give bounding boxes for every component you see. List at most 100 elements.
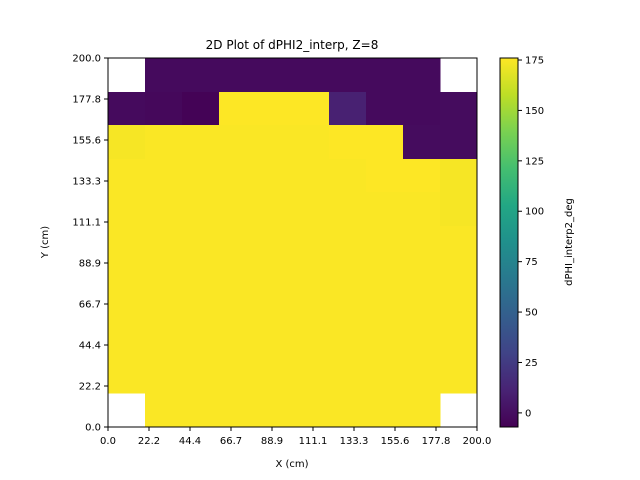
heatmap-cell [145, 192, 183, 227]
heatmap-cell [219, 360, 257, 394]
colorbar-tick-label: 0 [525, 408, 531, 419]
y-tick-label: 66.7 [79, 300, 101, 311]
heatmap-cell [440, 125, 478, 160]
heatmap-cell [108, 192, 146, 227]
heatmap-cell [108, 360, 146, 394]
colorbar-tick-label: 50 [525, 308, 538, 319]
heatmap-cell [219, 159, 257, 193]
heatmap-cell [145, 326, 183, 361]
heatmap-cell [108, 159, 146, 193]
heatmap-cell [440, 360, 478, 394]
heatmap-cell [145, 58, 183, 93]
heatmap-cell [219, 259, 257, 294]
x-tick-label: 155.6 [381, 436, 410, 447]
heatmap-cell [256, 360, 294, 394]
heatmap-cell [403, 159, 441, 193]
heatmap-cell [108, 293, 146, 327]
y-tick-label: 200.0 [72, 54, 101, 65]
chart-title: 2D Plot of dPHI2_interp, Z=8 [206, 38, 379, 52]
heatmap-cell [182, 259, 220, 294]
heatmap-cell [329, 393, 367, 428]
x-axis-ticks: 0.0 22.2 44.4 66.7 88.9 111.1 133.3 155.6 177.8 2… [100, 427, 491, 447]
heatmap-cell [256, 192, 294, 227]
heatmap-cell [366, 293, 404, 327]
heatmap-cell [293, 360, 330, 394]
x-tick-label: 66.7 [220, 436, 242, 447]
heatmap-cell [440, 326, 478, 361]
heatmap-cell [256, 92, 294, 126]
x-tick-label: 200.0 [463, 436, 492, 447]
heatmap-cell [108, 326, 146, 361]
heatmap-cell [219, 125, 257, 160]
heatmap-cell [293, 259, 330, 294]
heatmap-cell [440, 92, 478, 126]
plot-frame [107, 57, 478, 428]
heatmap-cell [256, 326, 294, 361]
heatmap-cell [366, 360, 404, 394]
colorbar-ticks: 0 25 50 75 100 125 150 175 [518, 56, 544, 419]
heatmap-cell [219, 326, 257, 361]
y-axis-ticks: 0.0 22.2 44.4 66.7 88.9 111.1 133.3 155.6 177.8 2… [72, 54, 108, 434]
heatmap-cell [145, 393, 183, 428]
heatmap-cell [145, 360, 183, 394]
y-tick-label: 111.1 [72, 218, 101, 229]
heatmap-cell [329, 259, 367, 294]
heatmap-cell [403, 360, 441, 394]
heatmap-cell [219, 226, 257, 260]
heatmap-cell [293, 226, 330, 260]
heatmap-cell [182, 125, 220, 160]
heatmap-cell [293, 58, 330, 93]
x-tick-label: 44.4 [179, 436, 201, 447]
heatmap-cell [256, 259, 294, 294]
heatmap-cell [145, 259, 183, 294]
heatmap-cell [219, 92, 257, 126]
heatmap-cell [108, 125, 146, 160]
heatmap-cell [440, 226, 478, 260]
heatmap-cell [256, 159, 294, 193]
heatmap-cell [182, 92, 220, 126]
heatmap-cell [440, 159, 478, 193]
heatmap-cell [440, 192, 478, 227]
heatmap-cell [256, 58, 294, 93]
x-tick-label: 88.9 [261, 436, 283, 447]
y-axis-label: Y (cm) [40, 226, 51, 259]
x-tick-label: 22.2 [138, 436, 160, 447]
x-tick-label: 111.1 [299, 436, 328, 447]
heatmap-cell [293, 92, 330, 126]
heatmap-cell [329, 92, 367, 126]
heatmap-cell [329, 360, 367, 394]
heatmap-cell [145, 125, 183, 160]
heatmap-cell [366, 326, 404, 361]
heatmap-cell [329, 326, 367, 361]
heatmap-cell [403, 293, 441, 327]
heatmap-cell [403, 92, 441, 126]
x-tick-label: 177.8 [422, 436, 451, 447]
colorbar-tick-label: 175 [525, 56, 544, 67]
heatmap-cell [256, 226, 294, 260]
y-tick-label: 88.9 [79, 259, 101, 270]
heatmap-cell [329, 159, 367, 193]
heatmap-cell [293, 326, 330, 361]
heatmap-cell [403, 58, 441, 93]
y-tick-label: 0.0 [85, 423, 101, 434]
heatmap-cell [145, 293, 183, 327]
heatmap-cell [182, 226, 220, 260]
heatmap-cells [108, 58, 478, 428]
heatmap-cell [108, 226, 146, 260]
y-tick-label: 22.2 [79, 382, 101, 393]
heatmap-cell [219, 192, 257, 227]
heatmap-cell [329, 293, 367, 327]
heatmap-cell [403, 326, 441, 361]
heatmap-cell [403, 393, 441, 428]
heatmap-cell [329, 192, 367, 227]
heatmap-cell [366, 192, 404, 227]
heatmap-cell [329, 58, 367, 93]
heatmap-cell [108, 92, 146, 126]
heatmap-cell [219, 58, 257, 93]
y-tick-label: 155.6 [72, 136, 101, 147]
heatmap-cell [293, 192, 330, 227]
heatmap-cell [145, 226, 183, 260]
heatmap-cell [219, 293, 257, 327]
y-tick-label: 133.3 [72, 177, 101, 188]
heatmap-cell [293, 393, 330, 428]
